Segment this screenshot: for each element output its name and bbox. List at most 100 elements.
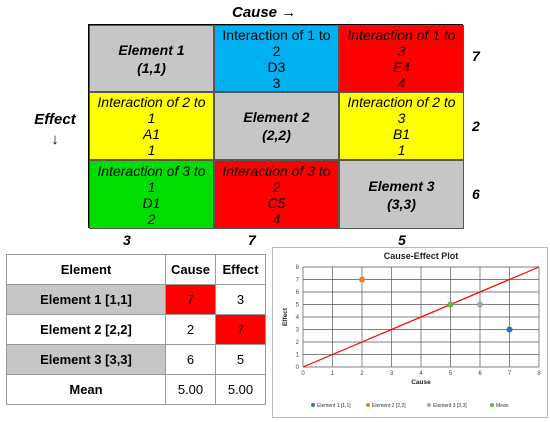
matrix-cell-line: Element 1	[118, 41, 185, 58]
matrix-interaction-cell: Interaction of 1 to 3 E4 4	[339, 25, 464, 92]
cause-effect-chart: Cause-Effect Plot 0 1 2 3 4 5 6 7 8 0 1 2 3 4 5 6 7 8 Cause…	[272, 247, 548, 418]
row-effect-value: 7	[215, 314, 266, 345]
matrix-cell-line: Interaction of 3 to	[97, 162, 206, 179]
x-tick-label: 8	[537, 371, 541, 377]
y-axis-label: Effect	[282, 307, 289, 326]
effect-axis-label: Effect ↓	[30, 110, 80, 150]
table-row-mean: Mean 5.00 5.00	[6, 374, 266, 405]
legend-entry: Mean	[496, 403, 509, 409]
row-element-name: Element 1 [1,1]	[6, 284, 166, 315]
data-point	[477, 301, 483, 308]
row-sum-value: 2	[472, 118, 480, 134]
matrix-cell-line: D1	[142, 194, 161, 211]
matrix-cell-line: 1	[147, 110, 156, 126]
matrix-cell-line: B1	[392, 126, 411, 142]
y-tick-label: 7	[296, 278, 300, 284]
y-tick-label: 4	[296, 315, 300, 321]
legend-marker	[311, 403, 315, 407]
row-element-name: Element 3 [3,3]	[6, 344, 166, 375]
matrix-cell-line: (3,3)	[387, 195, 416, 212]
x-tick-label: 3	[390, 371, 394, 377]
matrix-cell-line: 4	[397, 74, 406, 91]
x-tick-label: 6	[478, 371, 482, 377]
matrix-cell-line: Interaction of 2 to	[347, 94, 456, 110]
interaction-matrix: Element 1 (1,1) Interaction of 1 to 2 D3 3 Int…	[88, 24, 464, 229]
matrix-cell-line: 2	[272, 42, 281, 59]
legend-entry: Element 1 [1,1]	[317, 403, 351, 409]
matrix-cell-line: Interaction of 1 to	[347, 26, 456, 43]
table-row: Element 3 [3,3] 6 5	[6, 344, 266, 375]
x-tick-label: 1	[331, 371, 335, 377]
matrix-cell-line: C5	[267, 194, 286, 211]
matrix-cell-line: Element 2	[243, 109, 310, 125]
matrix-cell-line: 1	[147, 142, 156, 158]
row-sum-value: 7	[472, 48, 480, 64]
matrix-cell-line: E4	[392, 58, 411, 75]
x-tick-label: 0	[301, 371, 305, 377]
x-tick-label: 7	[508, 371, 512, 377]
effect-label-text: Effect	[34, 111, 76, 128]
matrix-cell-line: 3	[397, 42, 406, 59]
matrix-cell-line: Interaction of 2 to	[97, 94, 206, 110]
y-tick-label: 6	[296, 290, 300, 296]
matrix-interaction-cell: Interaction of 3 to 2 C5 4	[214, 160, 339, 229]
matrix-cell-line: 3	[272, 74, 281, 91]
chart-svg: Cause-Effect Plot 0 1 2 3 4 5 6 7 8 0 1 2 3 4 5 6 7 8 Cause…	[282, 251, 541, 409]
row-cause-value: 6	[165, 344, 216, 375]
row-cause-value: 7	[165, 284, 216, 315]
row-element-name: Element 2 [2,2]	[6, 314, 166, 345]
header-element: Element	[6, 254, 166, 285]
header-effect: Effect	[215, 254, 266, 285]
table-header-row: Element Cause Effect	[6, 254, 266, 285]
legend-entry: Element 2 [2,2]	[372, 403, 406, 409]
header-cause: Cause	[165, 254, 216, 285]
data-point	[447, 301, 454, 308]
row-cause-value: 5.00	[165, 374, 216, 405]
table-row: Element 1 [1,1] 7 3	[6, 284, 266, 315]
legend-marker	[366, 403, 370, 407]
matrix-cell-line: 2	[147, 210, 156, 227]
matrix-cell-line: A1	[142, 126, 161, 142]
matrix-cell-line: Interaction of 3 to	[222, 162, 331, 179]
y-tick-label: 2	[296, 340, 300, 346]
column-sum-value: 3	[123, 232, 131, 248]
matrix-cell-line: 1	[147, 178, 156, 195]
x-tick-label: 2	[360, 371, 364, 377]
matrix-cell-line: (1,1)	[137, 59, 166, 76]
reference-diagonal-line	[302, 266, 540, 368]
y-tick-label: 8	[296, 265, 300, 271]
column-sum-value: 7	[248, 232, 256, 248]
row-cause-value: 2	[165, 314, 216, 345]
x-tick-label: 5	[449, 371, 453, 377]
matrix-cell-line: 4	[272, 210, 281, 227]
legend-entry: Element 3 [3,3]	[433, 403, 467, 409]
down-arrow-icon: ↓	[51, 131, 59, 148]
y-tick-label: 3	[296, 328, 300, 334]
matrix-cell-line: Interaction of 1 to	[222, 26, 331, 43]
matrix-interaction-cell: Interaction of 3 to 1 D1 2	[89, 160, 214, 229]
matrix-diagonal-element: Element 1 (1,1)	[89, 25, 214, 92]
matrix-cell-line: 1	[397, 142, 406, 158]
y-tick-label: 1	[296, 353, 300, 359]
matrix-interaction-cell: Interaction of 1 to 2 D3 3	[214, 25, 339, 92]
matrix-cell-line: Element 3	[368, 177, 435, 194]
matrix-cell-line: D3	[267, 58, 286, 75]
legend-marker	[490, 403, 494, 407]
chart-title: Cause-Effect Plot	[384, 251, 459, 261]
cause-effect-table: Element Cause Effect Element 1 [1,1] 7 3…	[6, 254, 266, 405]
row-effect-value: 5	[215, 344, 266, 375]
row-effect-value: 3	[215, 284, 266, 315]
data-point	[359, 276, 365, 283]
matrix-diagonal-element: Element 3 (3,3)	[339, 160, 464, 229]
cause-axis-label: Cause →	[232, 4, 297, 21]
legend-marker	[427, 403, 431, 407]
data-point	[506, 326, 513, 333]
matrix-interaction-cell: Interaction of 2 to 1 A1 1	[89, 92, 214, 160]
matrix-interaction-cell: Interaction of 2 to 3 B1 1	[339, 92, 464, 160]
table-row: Element 2 [2,2] 2 7	[6, 314, 266, 345]
matrix-cell-line: 2	[272, 178, 281, 195]
matrix-cell-line: 3	[397, 110, 406, 126]
column-sum-value: 5	[398, 232, 406, 248]
y-tick-label: 0	[296, 365, 300, 371]
x-tick-label: 4	[419, 371, 423, 377]
